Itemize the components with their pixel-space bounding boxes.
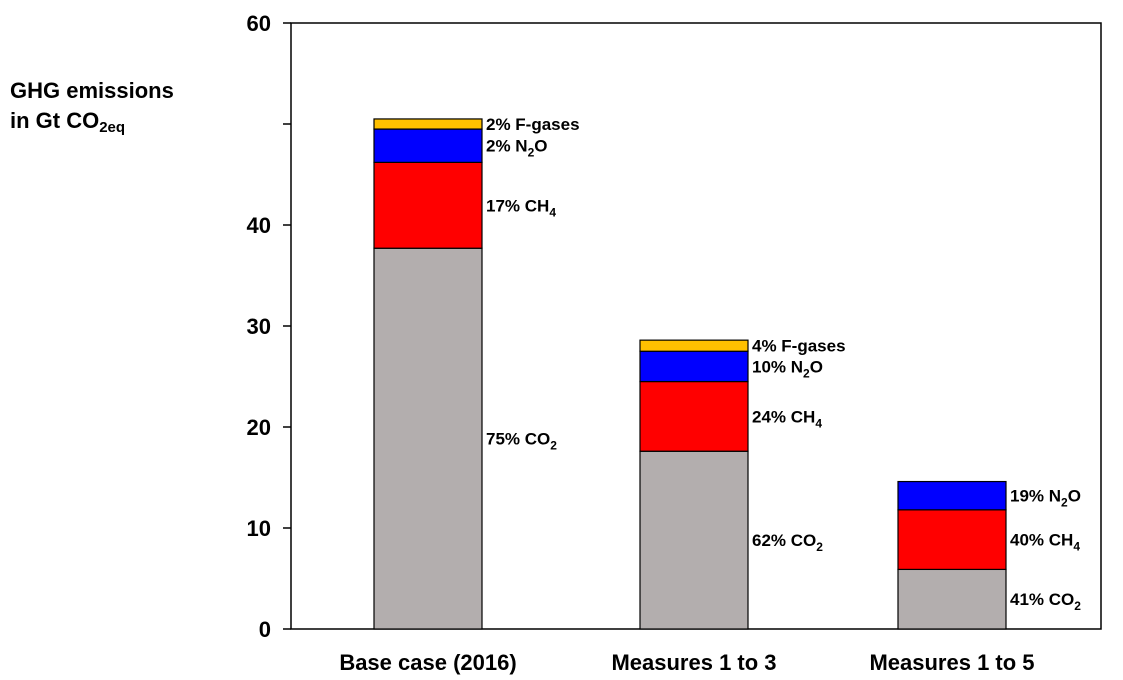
y-axis-title-line2-sub: 2eq xyxy=(99,119,126,136)
x-category-label-3: Measures 1 to 5 xyxy=(869,650,1034,675)
bar-segment-co2-3 xyxy=(897,568,1007,630)
y-axis-title-line1: GHG emissions xyxy=(10,78,174,103)
y-axis-title-line2-main: in Gt CO xyxy=(10,108,100,133)
data-label-co2-3: 41% CO2 xyxy=(1010,590,1081,613)
y-tick-label-20: 20 xyxy=(247,415,271,440)
bar-segment-n2o-2 xyxy=(639,350,749,383)
y-tick-label-10: 10 xyxy=(247,516,271,541)
bar-segment-co2-2 xyxy=(639,450,749,630)
data-label-co2-2: 62% CO2 xyxy=(752,531,823,554)
bar-segment-f-gases-1 xyxy=(373,118,483,130)
bar-segment-n2o-1 xyxy=(373,128,483,163)
y-tick-label-60: 60 xyxy=(247,11,271,36)
x-category-label-2: Measures 1 to 3 xyxy=(611,650,776,675)
data-label-ch4-1: 17% CH4 xyxy=(486,196,556,219)
bar-segment-ch4-1 xyxy=(373,161,483,249)
bar-segment-ch4-2 xyxy=(639,380,749,452)
data-label-ch4-2: 24% CH4 xyxy=(752,407,822,430)
data-label-co2-1: 75% CO2 xyxy=(486,430,557,453)
data-label-n2o-2: 10% N2O xyxy=(752,357,823,380)
data-label-n2o-3: 19% N2O xyxy=(1010,487,1081,510)
data-label-f-gases-1: 2% F-gases xyxy=(486,115,580,134)
x-category-label-1: Base case (2016) xyxy=(339,650,516,675)
bar-segment-f-gases-2 xyxy=(639,339,749,352)
y-tick-label-0: 0 xyxy=(259,617,271,642)
bar-segment-co2-1 xyxy=(373,247,483,630)
bar-segment-n2o-3 xyxy=(897,480,1007,511)
data-label-n2o-1: 2% N2O xyxy=(486,137,548,160)
data-label-ch4-3: 40% CH4 xyxy=(1010,531,1080,554)
bar-segment-ch4-3 xyxy=(897,509,1007,571)
data-label-f-gases-2: 4% F-gases xyxy=(752,337,846,356)
y-tick-label-40: 40 xyxy=(247,213,271,238)
y-tick-label-30: 30 xyxy=(247,314,271,339)
y-axis-title: GHG emissions in Gt CO2eq xyxy=(10,76,174,136)
y-axis-title-line2: in Gt CO2eq xyxy=(10,106,174,136)
